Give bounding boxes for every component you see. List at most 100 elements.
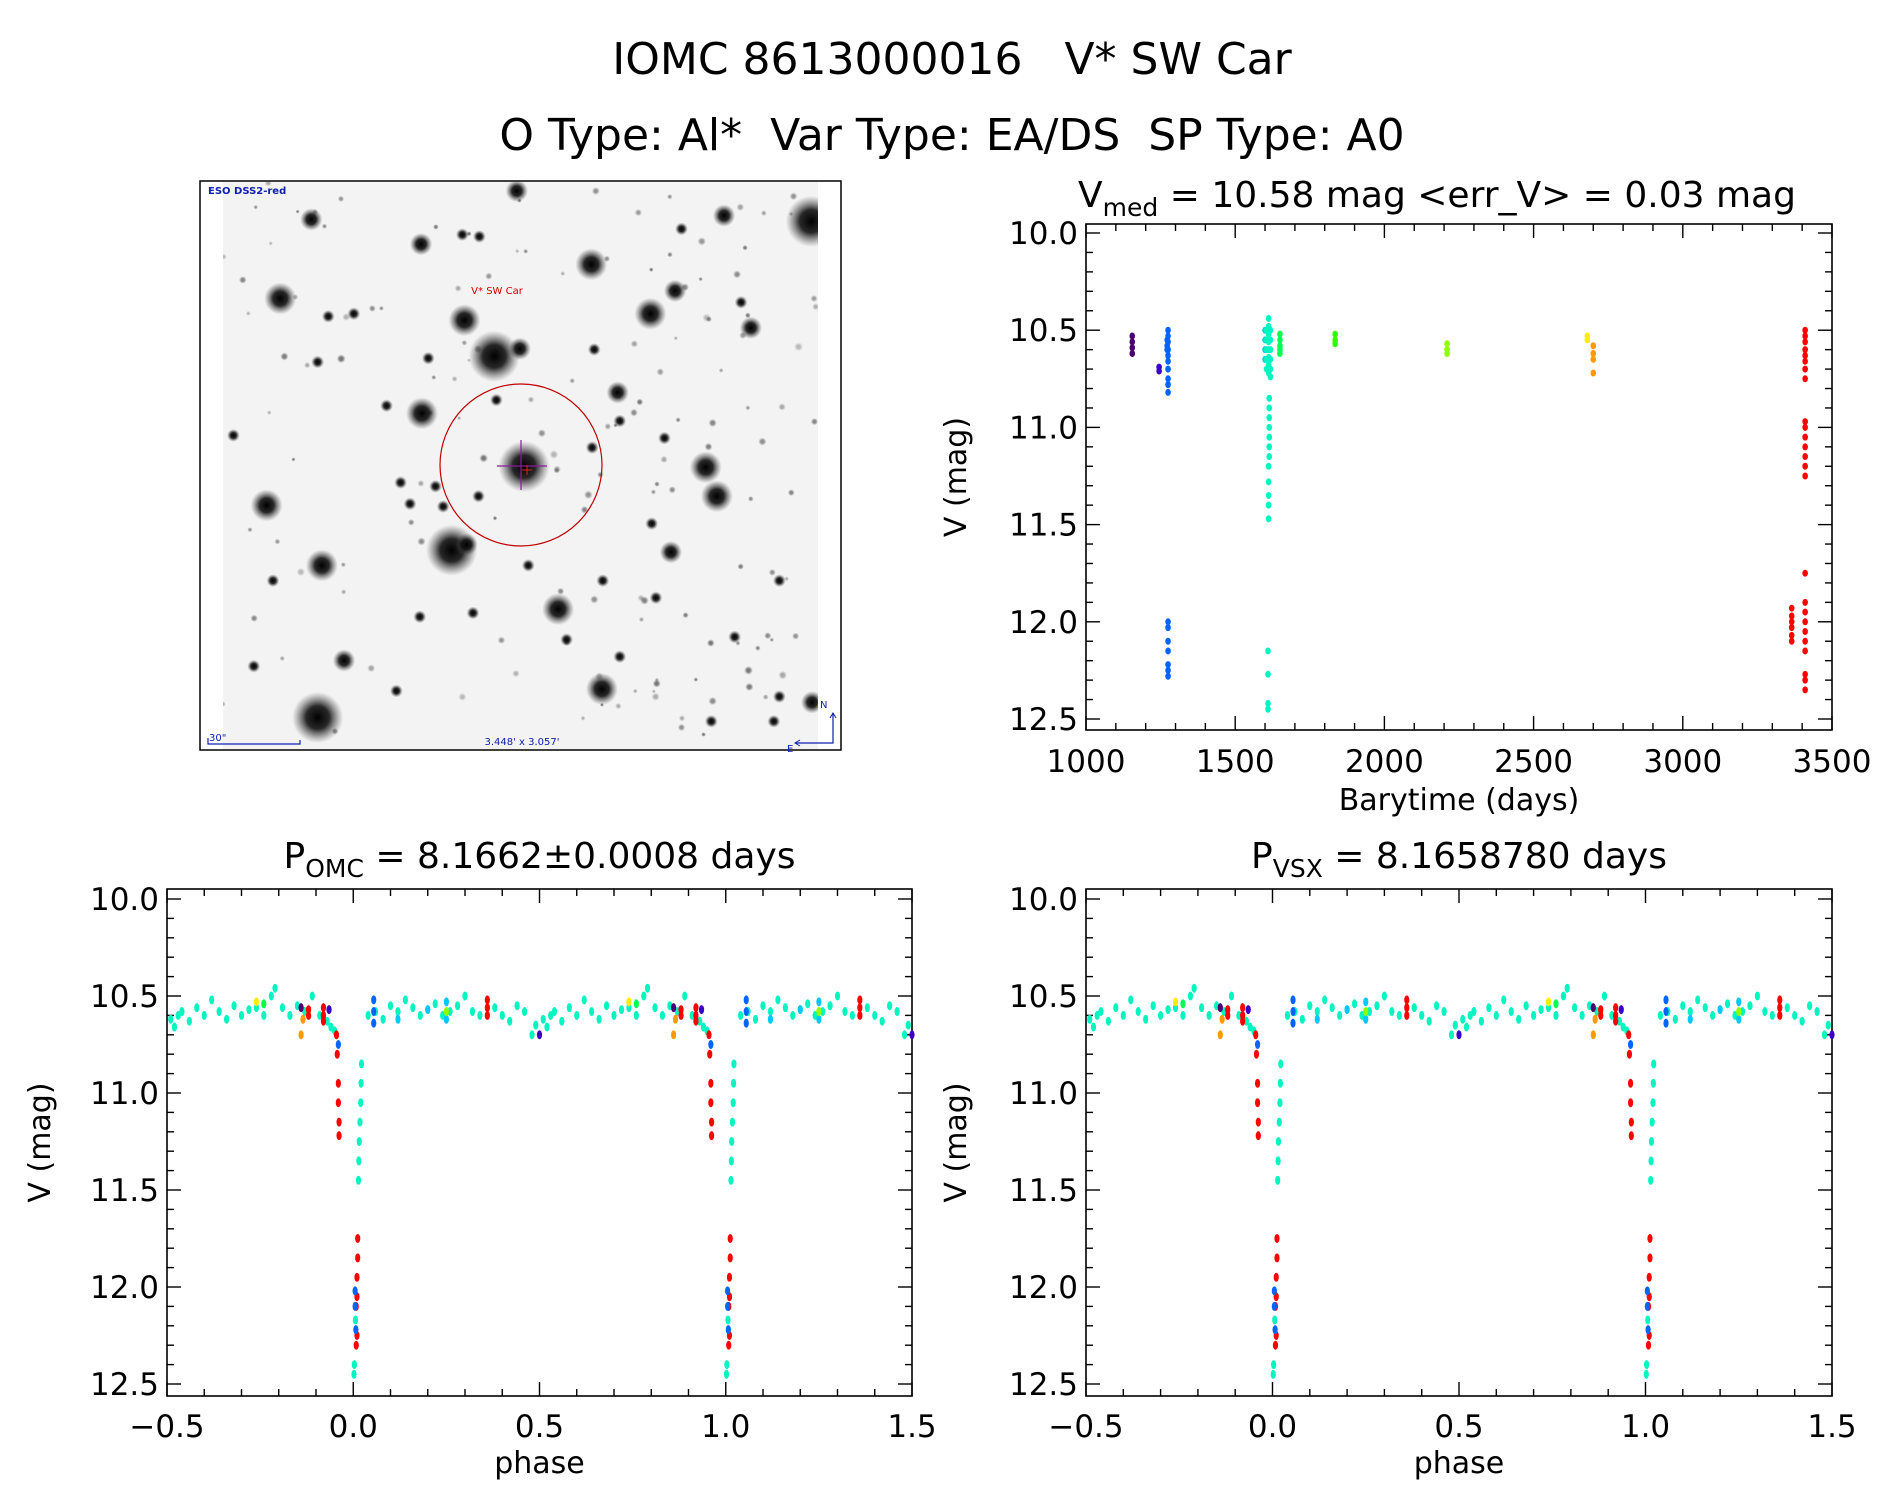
data-point [726, 1272, 733, 1282]
data-point [1290, 1007, 1296, 1017]
data-point [909, 1030, 915, 1040]
data-point [671, 1030, 677, 1040]
data-point [336, 1117, 342, 1127]
data-point [1120, 1010, 1126, 1020]
data-point [1501, 995, 1507, 1005]
chart-phase_omc: 10.0 10.5 11.0 11.5 12.0 12.5 −0.5 0.0 0.5 1.0 1.5… [23, 836, 937, 1481]
data-point [1404, 1003, 1410, 1013]
faint-star [417, 479, 425, 487]
data-point [1802, 628, 1808, 636]
faint-star [629, 408, 638, 417]
data-point [1389, 1007, 1395, 1017]
data-point [644, 983, 651, 993]
data-point [1467, 1010, 1473, 1020]
star [403, 497, 417, 511]
data-point [743, 1007, 749, 1017]
faint-star [340, 562, 346, 568]
plot-frame [166, 888, 913, 1397]
data-point [358, 1098, 364, 1108]
data-point [1363, 1014, 1369, 1024]
data-point [1363, 1007, 1369, 1017]
data-point [1265, 699, 1271, 707]
faint-star [456, 415, 462, 421]
faint-star [754, 645, 761, 651]
data-point [1644, 1286, 1650, 1296]
data-point [507, 1016, 513, 1026]
title-subscript: OMC [305, 854, 364, 883]
y-tick-label: 12.5 [1009, 702, 1078, 738]
data-point [1240, 1016, 1246, 1026]
faint-star [634, 208, 643, 217]
data-point [1165, 388, 1171, 396]
data-point [1478, 1016, 1484, 1026]
faint-star [660, 455, 668, 464]
y-tick-label: 10.0 [1009, 882, 1078, 918]
y-tick-label: 11.0 [1009, 410, 1078, 446]
data-point [353, 1340, 359, 1350]
data-point [371, 1007, 377, 1017]
data-point [1626, 1030, 1632, 1040]
data-point [1463, 1022, 1470, 1032]
star [658, 431, 671, 445]
data-point [443, 1014, 449, 1024]
faint-star [718, 368, 724, 373]
data-point [1672, 1014, 1678, 1024]
data-point [633, 999, 639, 1009]
data-point [410, 1003, 416, 1013]
data-point [1265, 670, 1271, 678]
faint-star [651, 689, 656, 694]
finder-chart-image: V* SW Car ESO DSS2-red 30" 3.448' x 3.05… [199, 180, 842, 755]
data-point [725, 1301, 731, 1311]
data-point [1165, 672, 1171, 680]
faint-star [764, 632, 772, 640]
faint-star [673, 336, 678, 341]
data-point [1592, 1014, 1598, 1024]
data-point [700, 1022, 707, 1032]
data-point [253, 997, 259, 1007]
data-point [1829, 1030, 1835, 1040]
data-point [298, 1030, 304, 1040]
data-point [1802, 418, 1808, 426]
data-point [352, 1301, 358, 1311]
faint-star [760, 210, 767, 217]
data-point [1272, 1315, 1278, 1325]
data-point [849, 1010, 856, 1020]
star [575, 248, 608, 281]
faint-star [553, 465, 561, 474]
data-point [492, 1003, 498, 1013]
data-point [417, 1010, 423, 1020]
data-point [726, 1340, 732, 1350]
data-point [1419, 1010, 1425, 1020]
faint-star [597, 471, 604, 478]
data-point [238, 1010, 245, 1020]
data-point [1274, 1234, 1280, 1243]
star [613, 650, 627, 664]
data-point [1663, 995, 1669, 1005]
data-point [1609, 1010, 1615, 1020]
data-point [1802, 598, 1808, 606]
title-rest: = 8.1662±0.0008 days [364, 836, 796, 877]
data-point [1275, 1137, 1282, 1146]
faint-star [706, 639, 715, 647]
data-point [1471, 1007, 1477, 1017]
star [321, 309, 335, 323]
data-point [1271, 1286, 1277, 1296]
data-point [689, 1010, 695, 1020]
data-point [1267, 326, 1274, 334]
data-point [1129, 350, 1136, 358]
faint-star [223, 701, 226, 707]
data-point [816, 1014, 822, 1024]
data-point [1560, 991, 1567, 1001]
scale-bar-label: 30" [209, 733, 226, 744]
faint-star [667, 194, 673, 200]
data-point [1613, 1003, 1619, 1013]
x-tick-label: 3000 [1643, 744, 1722, 780]
data-point [901, 1030, 908, 1040]
data-point [1784, 1003, 1790, 1013]
data-point [1180, 1010, 1186, 1020]
faint-star [368, 304, 376, 313]
star [250, 489, 283, 522]
data-point [1253, 1049, 1260, 1059]
data-point [1645, 1325, 1651, 1335]
data-point [1802, 676, 1808, 684]
